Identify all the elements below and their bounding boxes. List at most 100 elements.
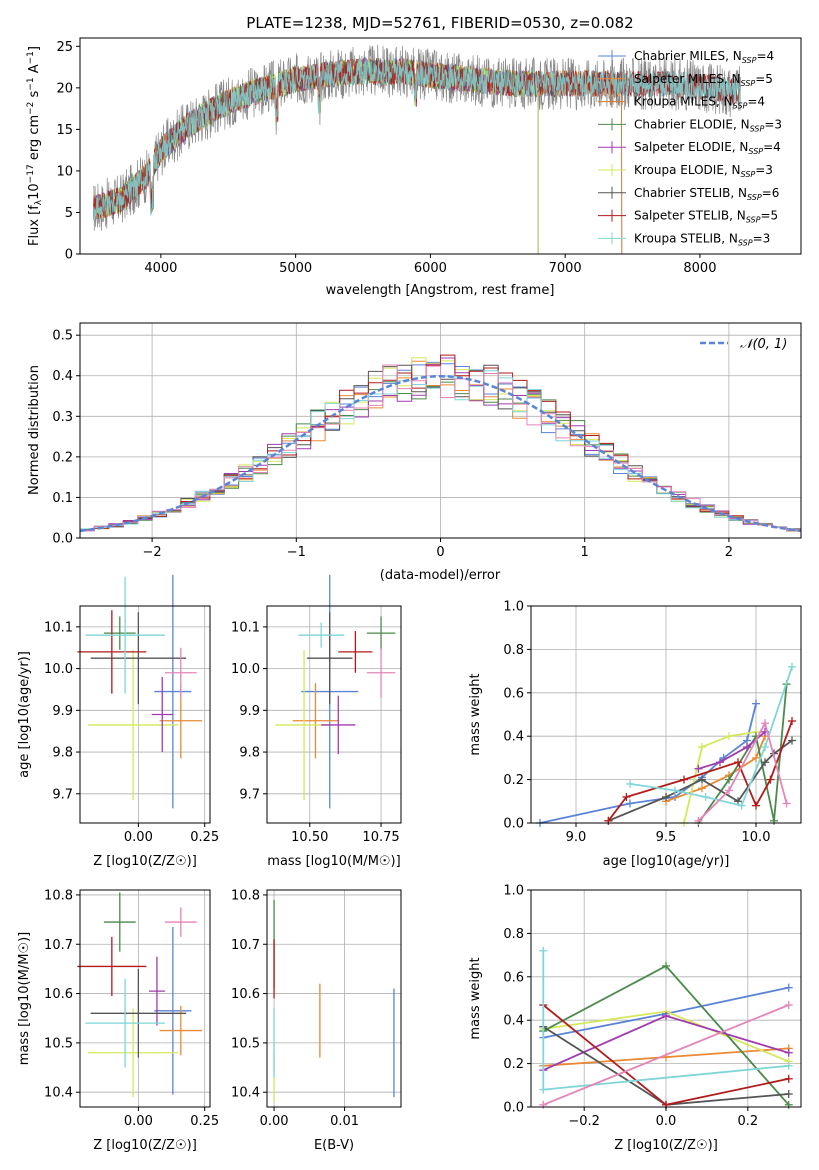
y-tick-label: 9.8 [52,746,73,761]
histogram-plot-area [79,354,802,533]
spectrum-legend: Chabrier MILES, NSSP=4 Salpeter MILES, NS… [598,49,782,247]
y-tick-label: 10.4 [44,1086,73,1101]
weight-line-kroupa_stelib [629,666,793,807]
spectrum-model-kroupa_stelib [93,57,741,221]
x-axis-label: mass [log10(M/M☉)] [267,854,400,869]
y-tick-label: 9.9 [239,704,260,719]
spectrum-title: PLATE=1238, MJD=52761, FIBERID=0530, z=0… [246,14,633,32]
legend-label: Salpeter MILES, NSSP=5 [634,72,773,88]
y-axis-label: mass weight [468,957,483,1039]
x-tick-label: 8000 [683,261,716,276]
y-tick-label: 10.5 [44,1036,73,1051]
x-tick-label: −1 [287,545,306,560]
y-tick-label: 0.6 [503,970,524,985]
legend-label: Chabrier STELIB, NSSP=6 [634,186,779,202]
weight-line-pink [697,720,788,822]
y-tick-label: 9.9 [52,704,73,719]
weight-line-kroupa_elodie [683,731,757,824]
panel-frame [266,605,402,824]
x-tick-label: 0.2 [737,1114,758,1129]
x-tick-label: 0.00 [260,1114,289,1129]
small-panels: 0.00 0.25 9.7 9.8 9.9 10.0 10.1 Z [log10(Z/Z☉)]… [17,574,802,1153]
y-tick-label: 0.2 [503,773,524,788]
y-tick-label: 10.0 [44,662,73,677]
panel-frame [266,889,402,1108]
y-tick-label: 0.0 [503,817,524,832]
x-tick-label: 9.5 [656,830,677,845]
y-tick-label: 20 [56,81,73,96]
y-tick-label: 5 [65,206,73,221]
y-tick-label: 10.0 [231,662,260,677]
x-tick-label: 9.0 [566,830,587,845]
y-axis-label: mass [log10(M/M☉)] [17,932,32,1065]
weight-line-pink [542,1004,790,1106]
x-tick-label: −0.2 [568,1114,600,1129]
y-tick-label: 0.6 [503,686,524,701]
x-axis-label: age [log10(age/yr)] [603,854,730,869]
legend-label: Kroupa ELODIE, NSSP=3 [634,163,773,179]
y-tick-label: 0.1 [52,491,73,506]
normal-curve [79,374,802,533]
y-tick-label: 1.0 [503,600,524,615]
legend-label: Salpeter ELODIE, NSSP=4 [634,140,781,156]
spectrum-plot-area [93,44,741,255]
y-tick-label: 0.5 [52,329,73,344]
x-tick-label: 0.25 [190,830,219,845]
x-tick-label: 0.25 [190,1114,219,1129]
y-tick-label: 10.5 [231,1036,260,1051]
y-tick-label: 10.6 [231,987,260,1002]
legend-label: Kroupa MILES, NSSP=4 [634,95,765,111]
y-axis-label: age [log10(age/yr)] [17,651,32,778]
y-axis-label: mass weight [468,673,483,755]
y-tick-label: 9.7 [239,787,260,802]
x-tick-label: 0 [436,545,444,560]
x-axis-label: E(B-V) [314,1138,354,1153]
x-tick-label: 1 [581,545,589,560]
y-tick-label: 0.8 [503,643,524,658]
y-tick-label: 0 [65,248,73,263]
y-tick-label: 15 [56,123,73,138]
y-tick-label: 10.1 [231,620,260,635]
x-tick-label: 0.0 [656,1114,677,1129]
x-axis-label: Z [log10(Z/Z☉)] [614,1138,718,1153]
small-panel-6: 0.00 0.01 10.4 10.5 10.6 10.7 10.8 E(B-V) [231,888,402,1153]
y-tick-label: 0.0 [503,1101,524,1116]
panel-frame [79,889,211,1108]
x-tick-label: 4000 [144,261,177,276]
x-tick-label: 0.00 [124,1114,153,1129]
x-tick-label: 7000 [549,261,582,276]
y-tick-label: 9.8 [239,746,260,761]
x-axis-label: Z [log10(Z/Z☉)] [93,1138,197,1153]
x-tick-label: 6000 [414,261,447,276]
legend-label: Salpeter STELIB, NSSP=5 [634,209,778,225]
x-tick-label: 0.00 [124,830,153,845]
y-tick-label: 10 [56,164,73,179]
y-tick-label: 0.3 [52,410,73,425]
y-tick-label: 10.7 [44,938,73,953]
y-tick-label: 10.8 [231,888,260,903]
y-tick-label: 0.8 [503,927,524,942]
y-tick-label: 1.0 [503,884,524,899]
y-tick-label: 10.6 [44,987,73,1002]
normal-curve-legend-label: 𝒩(0, 1) [740,337,787,352]
x-tick-label: 0.01 [330,1114,359,1129]
y-tick-label: 10.8 [44,888,73,903]
panel-frame [79,605,211,824]
x-tick-label: 10.50 [291,830,328,845]
x-tick-label: 10.0 [742,830,771,845]
spectrum-frame [79,37,802,255]
y-tick-label: 0.0 [52,532,73,547]
legend-label: Kroupa STELIB, NSSP=3 [634,231,770,247]
small-panel-7: −0.2 0.0 0.2 0.0 0.2 0.4 0.6 0.8 1.0 Z [log10(Z/Z… [468,884,802,1153]
histogram-axes: −2 −1 0 1 2 0.0 0.1 0.2 0.3 0.4 0.5 [52,329,733,560]
x-tick-label: −2 [143,545,162,560]
y-tick-label: 0.2 [503,1057,524,1072]
y-tick-label: 10.4 [231,1086,260,1101]
small-panel-3: 10.50 10.75 9.7 9.8 9.9 10.0 10.1 mass [log10(M… [231,574,402,869]
y-tick-label: 0.2 [52,450,73,465]
histogram-step-salpeter_stelib [80,354,801,532]
spectrum-xlabel: wavelength [Angstrom, rest frame] [326,283,555,298]
spectrum-panel: PLATE=1238, MJD=52761, FIBERID=0530, z=0… [26,14,802,298]
y-tick-label: 9.7 [52,787,73,802]
